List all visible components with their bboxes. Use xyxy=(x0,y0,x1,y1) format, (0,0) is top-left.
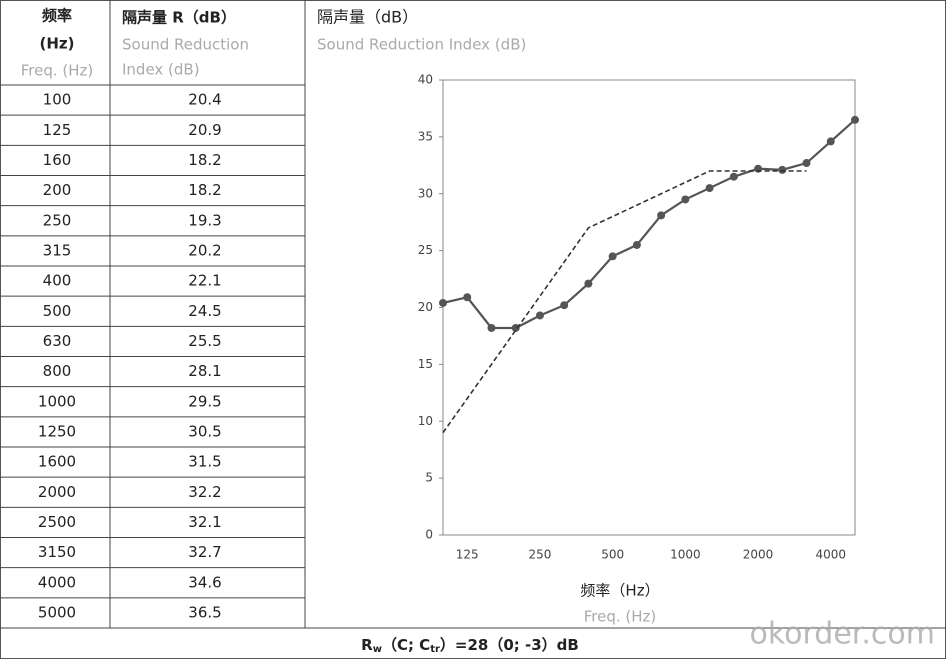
cell: 250 xyxy=(43,211,72,229)
cell: 200 xyxy=(43,181,72,199)
header: Sound Reduction xyxy=(122,36,249,54)
cell: 19.3 xyxy=(188,211,221,229)
point xyxy=(535,311,544,320)
cell: 630 xyxy=(43,332,72,350)
cell: 400 xyxy=(43,272,72,290)
cell: 25.5 xyxy=(188,332,221,350)
point xyxy=(705,184,714,193)
series-line xyxy=(442,118,856,330)
chart-title: 隔声量（dB） xyxy=(317,8,418,27)
x-tick-label: 125 xyxy=(456,548,479,562)
point xyxy=(729,172,738,181)
y-tick-label: 5 xyxy=(425,471,433,485)
y-tick-label: 35 xyxy=(418,129,433,143)
footer-part: R xyxy=(361,636,373,654)
point xyxy=(851,115,859,124)
point xyxy=(681,195,690,204)
cell: 100 xyxy=(43,91,72,109)
point xyxy=(463,293,472,302)
point xyxy=(584,279,593,288)
cell: 5000 xyxy=(38,603,76,621)
point xyxy=(778,165,787,174)
series-line xyxy=(442,170,807,434)
point xyxy=(560,301,569,310)
y-tick-label: 10 xyxy=(418,414,433,428)
cell: 32.1 xyxy=(188,513,221,531)
chart-subtitle: Sound Reduction Index (dB) xyxy=(317,36,526,54)
y-tick-label: 0 xyxy=(425,528,433,542)
x-tick-label: 250 xyxy=(528,548,551,562)
header: (Hz) xyxy=(40,35,75,53)
cell: 32.7 xyxy=(188,543,221,561)
cell: 22.1 xyxy=(188,272,221,290)
x-tick-label: 1000 xyxy=(670,548,701,562)
footer-part: （C; C xyxy=(382,636,430,654)
footer-part: ）=28（0; -3）dB xyxy=(440,636,579,654)
y-tick-label: 30 xyxy=(418,186,433,200)
header: 隔声量 R（dB） xyxy=(122,9,236,27)
point xyxy=(826,137,835,146)
cell: 20.4 xyxy=(188,91,221,109)
y-tick-label: 20 xyxy=(418,300,433,314)
cell: 31.5 xyxy=(188,453,221,471)
point xyxy=(439,298,447,307)
cell: 2500 xyxy=(38,513,76,531)
cell: 20.9 xyxy=(188,121,221,139)
cell: 32.2 xyxy=(188,483,221,501)
cell: 2000 xyxy=(38,483,76,501)
cell: 160 xyxy=(43,151,72,169)
header: Freq. (Hz) xyxy=(21,62,94,80)
cell: 20.2 xyxy=(188,241,221,259)
cell: 30.5 xyxy=(188,422,221,440)
cell: 1600 xyxy=(38,453,76,471)
y-tick-label: 40 xyxy=(418,73,433,87)
point xyxy=(632,240,641,249)
x-label: 频率（Hz） xyxy=(580,582,659,600)
header: Index (dB) xyxy=(122,61,200,79)
y-tick-label: 15 xyxy=(418,357,433,371)
x-label: Freq. (Hz) xyxy=(584,608,657,626)
cell: 18.2 xyxy=(188,181,221,199)
cell: 1250 xyxy=(38,422,76,440)
footer-part: w xyxy=(373,644,382,655)
cell: 800 xyxy=(43,362,72,380)
footer-part: tr xyxy=(430,644,440,655)
x-tick-label: 500 xyxy=(601,548,624,562)
point xyxy=(608,252,617,261)
cell: 4000 xyxy=(38,573,76,591)
y-tick-label: 25 xyxy=(418,243,433,257)
point xyxy=(487,323,496,332)
x-tick-label: 2000 xyxy=(743,548,774,562)
watermark: okorder.com xyxy=(749,617,935,652)
cell: 34.6 xyxy=(188,573,221,591)
cell: 28.1 xyxy=(188,362,221,380)
cell: 1000 xyxy=(38,392,76,410)
cell: 24.5 xyxy=(188,302,221,320)
x-tick-label: 4000 xyxy=(815,548,846,562)
cell: 36.5 xyxy=(188,603,221,621)
footer: Rw（C; Ctr）=28（0; -3）dB xyxy=(361,636,579,656)
cell: 500 xyxy=(43,302,72,320)
cell: 18.2 xyxy=(188,151,221,169)
cell: 315 xyxy=(43,241,72,259)
cell: 3150 xyxy=(38,543,76,561)
cell: 125 xyxy=(43,121,72,139)
point xyxy=(511,323,520,332)
header: 频率 xyxy=(42,7,72,25)
cell: 29.5 xyxy=(188,392,221,410)
point xyxy=(802,159,811,168)
point xyxy=(657,211,666,220)
